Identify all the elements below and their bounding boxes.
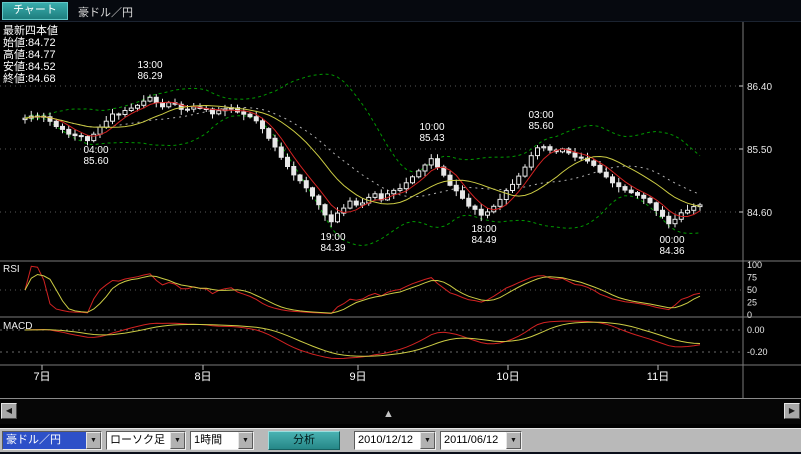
svg-text:00:00: 00:00 (659, 235, 684, 246)
svg-text:84.49: 84.49 (471, 235, 496, 246)
chart-type-select[interactable]: ローソク足 ▼ (106, 431, 186, 450)
svg-text:11日: 11日 (647, 371, 669, 383)
gridlines (0, 85, 743, 353)
macd-panel-label: MACD (3, 321, 33, 332)
rsi-lines (24, 265, 701, 315)
svg-text:85.50: 85.50 (747, 145, 772, 156)
date-to-select[interactable]: 2011/06/12 ▼ (440, 431, 522, 450)
svg-text:10:00: 10:00 (419, 122, 444, 133)
instrument-label: 豪ドル／円 (78, 7, 133, 19)
svg-text:19:00: 19:00 (320, 232, 345, 243)
date-from-select[interactable]: 2010/12/12 ▼ (354, 431, 436, 450)
timeframe-value[interactable]: 1時間 (191, 432, 238, 449)
currency-pair-select[interactable]: 豪ドル／円 ▼ (2, 431, 102, 450)
svg-text:86.40: 86.40 (747, 82, 772, 93)
svg-text:9日: 9日 (349, 371, 366, 383)
macd-lines (24, 320, 701, 360)
svg-text:-0.20: -0.20 (747, 347, 768, 357)
rsi-panel-label: RSI (3, 264, 20, 275)
svg-text:84.60: 84.60 (747, 208, 772, 219)
svg-text:85.60: 85.60 (528, 121, 553, 132)
svg-text:7日: 7日 (33, 371, 50, 383)
chevron-down-icon[interactable]: ▼ (506, 432, 521, 449)
legend-open: 始値:84.72 (3, 37, 56, 49)
svg-text:86.29: 86.29 (137, 71, 162, 82)
chart-type-value[interactable]: ローソク足 (107, 432, 170, 449)
date-axis: 7日 8日 9日 10日 11日 (33, 365, 669, 383)
latest-ohlc-legend: 最新四本値 始値:84.72 高値:84.77 安値:84.52 終値:84.6… (3, 25, 58, 85)
svg-text:0: 0 (747, 310, 752, 320)
legend-high: 高値:84.77 (3, 49, 56, 61)
svg-text:84.39: 84.39 (320, 243, 345, 254)
svg-text:25: 25 (747, 298, 757, 308)
horizontal-scrollbar[interactable]: ◀ ▲ ▶ (0, 398, 801, 424)
legend-low: 安値:84.52 (3, 61, 56, 73)
bollinger-bands (24, 73, 701, 247)
svg-text:85.60: 85.60 (83, 156, 108, 167)
analyze-button[interactable]: 分析 (268, 431, 340, 450)
svg-text:13:00: 13:00 (137, 60, 162, 71)
date-to-value[interactable]: 2011/06/12 (441, 432, 506, 449)
chevron-down-icon[interactable]: ▼ (170, 432, 185, 449)
candlesticks (22, 94, 703, 229)
timeframe-select[interactable]: 1時間 ▼ (190, 431, 254, 450)
svg-text:03:00: 03:00 (528, 110, 553, 121)
svg-text:84.36: 84.36 (659, 246, 684, 257)
chart-canvas[interactable]: 86.4085.5084.6010075502500.00-0.2013:008… (0, 22, 801, 398)
moving-averages (24, 101, 701, 217)
chevron-down-icon[interactable]: ▼ (238, 432, 253, 449)
panel-frame (0, 22, 801, 398)
svg-text:85.43: 85.43 (419, 133, 444, 144)
scroll-left-button[interactable]: ◀ (1, 403, 17, 419)
svg-text:8日: 8日 (194, 371, 211, 383)
svg-text:18:00: 18:00 (471, 224, 496, 235)
tab-chart[interactable]: チャート (2, 2, 68, 20)
svg-text:0.00: 0.00 (747, 325, 765, 335)
legend-close: 終値:84.68 (3, 73, 56, 85)
svg-text:100: 100 (747, 260, 762, 270)
svg-text:04:00: 04:00 (83, 145, 108, 156)
date-from-value[interactable]: 2010/12/12 (355, 432, 420, 449)
chevron-down-icon[interactable]: ▼ (420, 432, 435, 449)
top-bar: チャート 豪ドル／円 (0, 0, 801, 22)
axis-labels: 86.40 85.50 84.60 100 75 50 25 0 0.00 -0.20 (739, 82, 772, 357)
scroll-right-button[interactable]: ▶ (784, 403, 800, 419)
price-annotations: 13:0086.2904:0085.6010:0085.4303:0085.60… (83, 60, 684, 257)
svg-text:50: 50 (747, 285, 757, 295)
legend-title: 最新四本値 (3, 25, 58, 37)
currency-pair-value[interactable]: 豪ドル／円 (3, 432, 86, 449)
scroll-position-marker[interactable]: ▲ (383, 408, 394, 420)
svg-text:75: 75 (747, 273, 757, 283)
svg-text:10日: 10日 (496, 371, 519, 383)
clipped-bottom-panel (0, 452, 801, 454)
control-bar: 豪ドル／円 ▼ ローソク足 ▼ 1時間 ▼ 分析 2010/12/12 ▼ 20… (0, 428, 801, 452)
chevron-down-icon[interactable]: ▼ (86, 432, 101, 449)
